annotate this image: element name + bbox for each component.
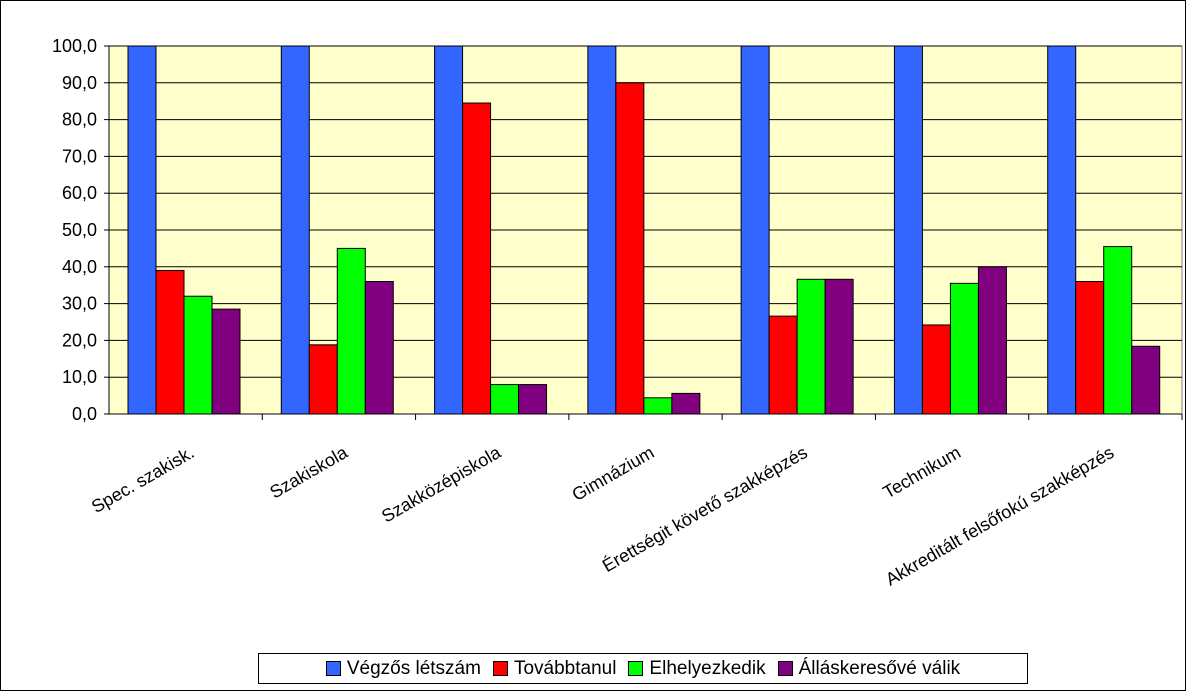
bar	[824, 278, 854, 415]
legend-swatch	[777, 661, 793, 676]
bar	[1103, 246, 1133, 415]
legend-label: Álláskeresővé válik	[798, 657, 961, 679]
legend-swatch	[325, 661, 341, 676]
bar	[949, 282, 979, 415]
y-tick-label: 60,0	[62, 183, 97, 203]
bar	[490, 384, 520, 415]
y-tick-label: 10,0	[62, 367, 97, 387]
bar	[740, 45, 770, 415]
legend-label: Továbbtanul	[513, 657, 617, 679]
bar-chart: 0,0 10,0 20,0 30,0 40,0 50,0 60,0 70,0 80,0 90,0 1…	[52, 36, 1183, 590]
bar	[336, 247, 366, 415]
legend: Végzős létszám Továbbtanul Elhelyezkedik Ál…	[258, 653, 1028, 684]
bar	[155, 269, 185, 415]
bar	[671, 392, 701, 415]
bar	[518, 384, 548, 415]
legend-item: Elhelyezkedik	[628, 657, 766, 680]
bar	[211, 308, 241, 415]
legend-item: Végzős létszám	[325, 657, 481, 680]
bar	[893, 45, 923, 415]
legend-item: Álláskeresővé válik	[777, 657, 961, 680]
x-category-label: Technikum	[880, 442, 965, 502]
bar	[308, 344, 338, 415]
x-category-label: Spec. szakisk.	[88, 442, 198, 517]
bar	[127, 45, 157, 415]
bar	[587, 45, 617, 415]
bar	[615, 82, 645, 415]
y-tick-label: 40,0	[62, 257, 97, 277]
bar	[434, 45, 464, 415]
bar	[1075, 281, 1105, 415]
y-tick-label: 0,0	[72, 404, 97, 424]
x-category-label: Szakiskola	[266, 442, 351, 503]
y-tick-label: 100,0	[52, 36, 97, 56]
bar	[768, 315, 798, 415]
legend-item: Továbbtanul	[492, 657, 617, 680]
bar	[1047, 45, 1077, 415]
x-category-label: Gimnázium	[569, 442, 658, 505]
bar	[921, 324, 951, 415]
bar	[462, 102, 492, 415]
y-tick-label: 80,0	[62, 110, 97, 130]
y-tick-label: 20,0	[62, 330, 97, 350]
bar	[280, 45, 310, 415]
y-tick-label: 70,0	[62, 146, 97, 166]
y-tick-label: 50,0	[62, 220, 97, 240]
y-tick-label: 30,0	[62, 294, 97, 314]
bar	[183, 295, 213, 415]
legend-swatch	[628, 661, 644, 676]
y-tick-label: 90,0	[62, 73, 97, 93]
legend-label: Elhelyezkedik	[649, 657, 766, 679]
bar	[364, 281, 394, 415]
bar	[977, 266, 1007, 415]
bar	[643, 397, 673, 415]
bar	[1131, 345, 1161, 415]
bar	[796, 278, 826, 415]
legend-swatch	[492, 661, 508, 676]
x-category-label: Szakközépiskola	[378, 442, 505, 527]
legend-label: Végzős létszám	[346, 657, 481, 679]
